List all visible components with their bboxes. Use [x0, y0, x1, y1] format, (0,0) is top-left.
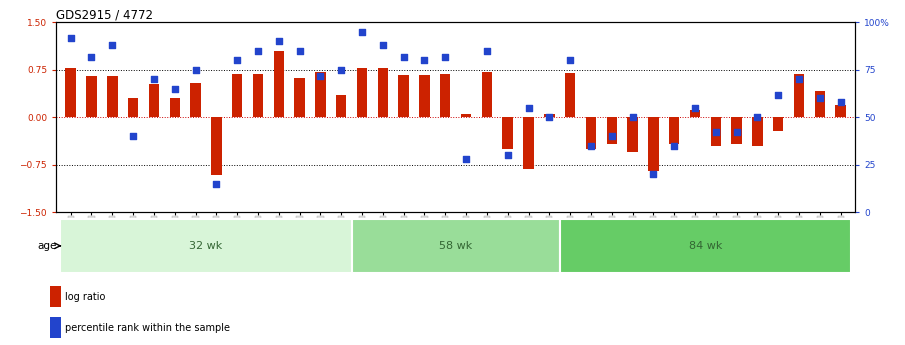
Point [396, 54, 411, 59]
Point [84, 54, 99, 59]
Point [230, 58, 244, 63]
Bar [690, 110, 700, 117]
Bar [50, 286, 61, 307]
Bar [398, 75, 409, 117]
Bar [86, 76, 97, 117]
Point [417, 58, 432, 63]
Bar [377, 68, 388, 117]
Point [563, 58, 577, 63]
Point [729, 130, 744, 135]
Point [625, 115, 640, 120]
Bar [461, 114, 472, 117]
Bar [336, 95, 347, 117]
Point [292, 48, 307, 53]
Point [313, 73, 328, 78]
Point [500, 152, 515, 158]
Point [584, 143, 598, 148]
Point [605, 134, 619, 139]
Text: percentile rank within the sample: percentile rank within the sample [65, 323, 230, 333]
Bar [502, 117, 513, 149]
Bar [273, 51, 284, 117]
Point [480, 48, 494, 53]
Point [792, 77, 806, 82]
Bar [107, 76, 118, 117]
Point [209, 181, 224, 186]
Point [750, 115, 765, 120]
Text: GDS2915 / 4772: GDS2915 / 4772 [56, 8, 153, 21]
Point [438, 54, 452, 59]
Bar [169, 98, 180, 117]
Bar [50, 317, 61, 338]
Point [105, 42, 119, 48]
Bar [481, 72, 492, 117]
Bar [315, 72, 326, 117]
Bar [586, 117, 596, 149]
Bar [294, 78, 305, 117]
Bar [669, 117, 680, 144]
Bar [814, 91, 825, 117]
Point [771, 92, 786, 97]
Point [813, 96, 827, 101]
Bar [190, 82, 201, 117]
Bar [352, 219, 559, 273]
Bar [731, 117, 742, 144]
Point [126, 134, 140, 139]
Bar [148, 85, 159, 117]
Bar [752, 117, 763, 146]
Text: log ratio: log ratio [65, 292, 106, 302]
Bar [65, 68, 76, 117]
Bar [794, 74, 805, 117]
Bar [128, 98, 138, 117]
Point [334, 67, 348, 72]
Point [167, 86, 182, 91]
Bar [835, 105, 846, 117]
Point [709, 130, 723, 135]
Point [147, 77, 161, 82]
Bar [544, 114, 555, 117]
Point [272, 39, 286, 44]
Bar [440, 74, 451, 117]
Point [521, 105, 536, 110]
Bar [559, 219, 851, 273]
Bar [232, 74, 243, 117]
Point [459, 156, 473, 162]
Bar [627, 117, 638, 152]
Bar [252, 74, 263, 117]
Point [188, 67, 203, 72]
Point [834, 99, 848, 105]
Text: 84 wk: 84 wk [689, 241, 722, 251]
Point [542, 115, 557, 120]
Point [63, 35, 78, 40]
Point [376, 42, 390, 48]
Bar [710, 117, 721, 146]
Bar [419, 75, 430, 117]
Bar [773, 117, 784, 131]
Bar [357, 68, 367, 117]
Text: age: age [37, 241, 56, 251]
Point [355, 29, 369, 34]
Bar [606, 117, 617, 144]
Point [667, 143, 681, 148]
Point [688, 105, 702, 110]
Text: 32 wk: 32 wk [189, 241, 223, 251]
Bar [565, 73, 576, 117]
Point [251, 48, 265, 53]
Bar [61, 219, 352, 273]
Text: 58 wk: 58 wk [439, 241, 472, 251]
Bar [648, 117, 659, 171]
Bar [523, 117, 534, 169]
Bar [211, 117, 222, 176]
Point [646, 171, 661, 177]
